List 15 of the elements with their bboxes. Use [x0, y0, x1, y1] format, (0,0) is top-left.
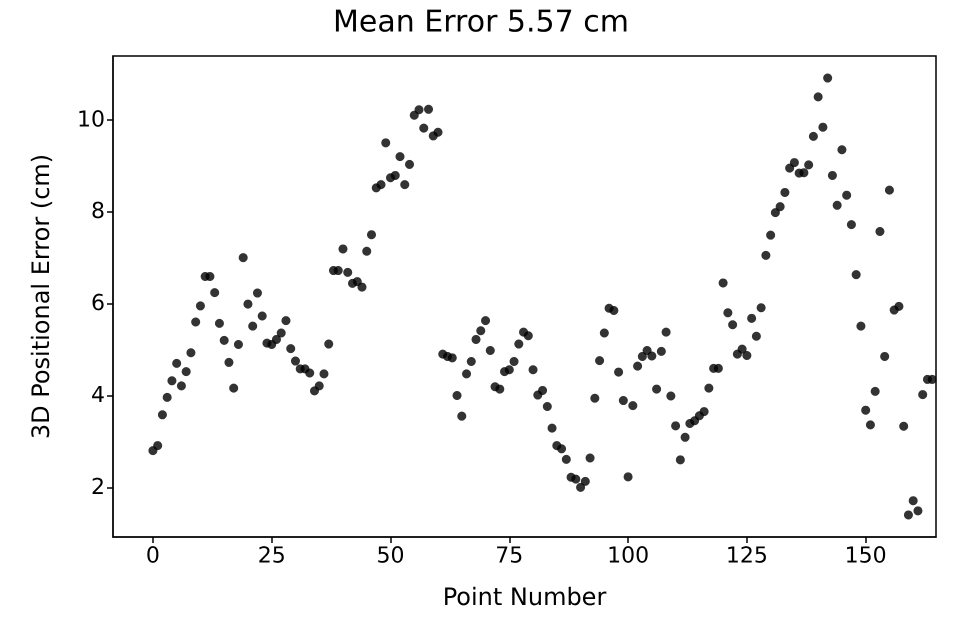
x-tick-label: 75: [495, 544, 524, 568]
x-axis-title: Point Number: [442, 583, 606, 611]
x-tick-label: 25: [258, 544, 286, 568]
x-tick-label: 0: [146, 544, 160, 568]
y-axis-title: 3D Positional Error (cm): [27, 154, 55, 440]
y-tick-label: 4: [91, 383, 105, 408]
x-tick-label: 50: [376, 544, 404, 568]
y-tick-label: 10: [77, 107, 105, 132]
x-tick-label: 100: [607, 544, 650, 568]
x-tick-label: 125: [726, 544, 768, 568]
y-tick-label: 6: [91, 291, 105, 316]
chart-title: Mean Error 5.57 cm: [333, 4, 629, 40]
y-tick-label: 8: [91, 199, 105, 224]
y-tick-label: 2: [91, 474, 105, 500]
x-tick-label: 150: [844, 544, 887, 568]
